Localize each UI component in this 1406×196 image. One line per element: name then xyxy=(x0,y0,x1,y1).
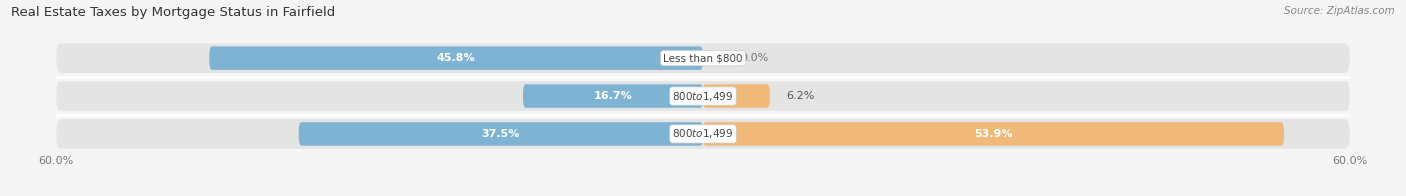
FancyBboxPatch shape xyxy=(703,122,1284,146)
FancyBboxPatch shape xyxy=(298,122,703,146)
Text: 37.5%: 37.5% xyxy=(482,129,520,139)
Text: $800 to $1,499: $800 to $1,499 xyxy=(672,127,734,140)
Text: 0.0%: 0.0% xyxy=(741,53,769,63)
Text: Source: ZipAtlas.com: Source: ZipAtlas.com xyxy=(1284,6,1395,16)
Text: Real Estate Taxes by Mortgage Status in Fairfield: Real Estate Taxes by Mortgage Status in … xyxy=(11,6,336,19)
Text: 45.8%: 45.8% xyxy=(437,53,475,63)
FancyBboxPatch shape xyxy=(703,84,770,108)
Text: 16.7%: 16.7% xyxy=(593,91,633,101)
Text: 53.9%: 53.9% xyxy=(974,129,1012,139)
Text: 6.2%: 6.2% xyxy=(786,91,814,101)
FancyBboxPatch shape xyxy=(56,43,1350,73)
FancyBboxPatch shape xyxy=(56,119,1350,149)
FancyBboxPatch shape xyxy=(209,46,703,70)
FancyBboxPatch shape xyxy=(56,81,1350,111)
Text: Less than $800: Less than $800 xyxy=(664,53,742,63)
Text: $800 to $1,499: $800 to $1,499 xyxy=(672,90,734,103)
FancyBboxPatch shape xyxy=(523,84,703,108)
